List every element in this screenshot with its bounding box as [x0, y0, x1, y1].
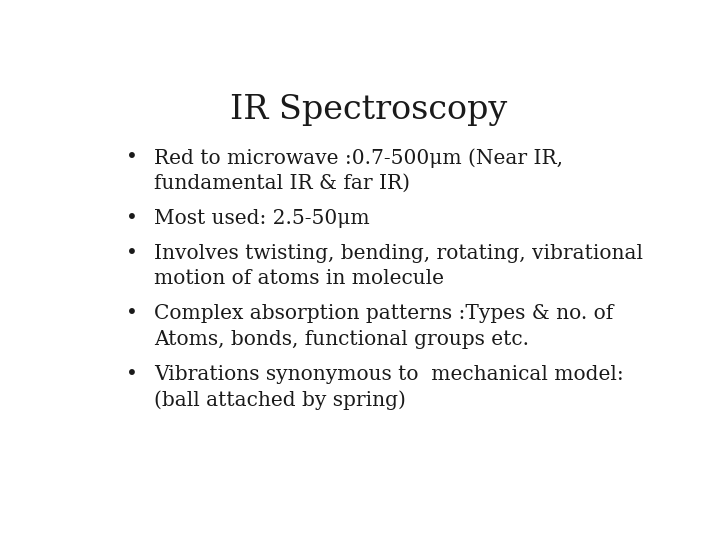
Text: Vibrations synonymous to  mechanical model:: Vibrations synonymous to mechanical mode… [154, 365, 624, 384]
Text: motion of atoms in molecule: motion of atoms in molecule [154, 269, 444, 288]
Text: IR Spectroscopy: IR Spectroscopy [230, 94, 508, 126]
Text: •: • [126, 148, 138, 167]
Text: Complex absorption patterns :Types & no. of: Complex absorption patterns :Types & no.… [154, 305, 613, 323]
Text: Red to microwave :0.7-500μm (Near IR,: Red to microwave :0.7-500μm (Near IR, [154, 148, 563, 167]
Text: •: • [126, 305, 138, 323]
Text: Involves twisting, bending, rotating, vibrational: Involves twisting, bending, rotating, vi… [154, 244, 643, 262]
Text: •: • [126, 244, 138, 262]
Text: fundamental IR & far IR): fundamental IR & far IR) [154, 174, 410, 193]
Text: Atoms, bonds, functional groups etc.: Atoms, bonds, functional groups etc. [154, 330, 529, 349]
Text: •: • [126, 208, 138, 228]
Text: Most used: 2.5-50μm: Most used: 2.5-50μm [154, 208, 370, 228]
Text: (ball attached by spring): (ball attached by spring) [154, 391, 406, 410]
Text: •: • [126, 365, 138, 384]
